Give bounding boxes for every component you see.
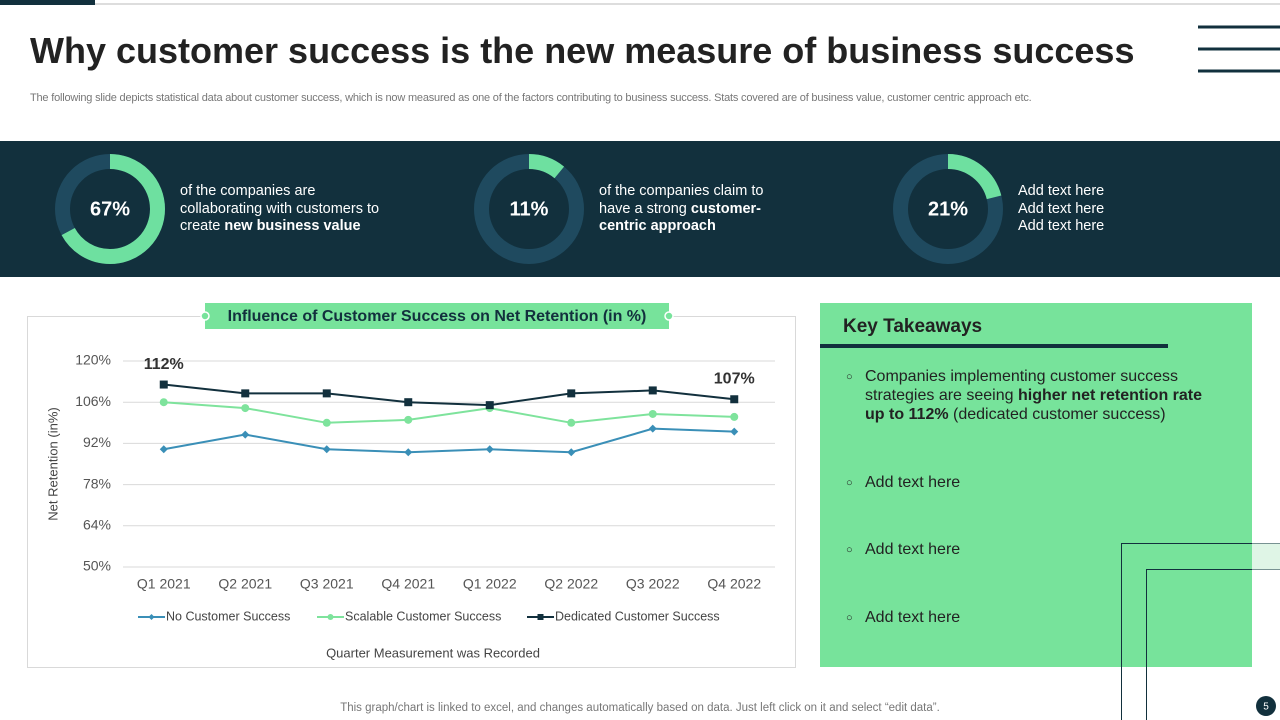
marker <box>159 398 168 407</box>
y-axis-title: Net Retention (in%) <box>45 407 60 520</box>
donut-label: 21% <box>928 198 968 220</box>
marker <box>485 401 494 410</box>
takeaways-panel <box>820 303 1252 667</box>
y-tick-label: 92% <box>83 434 111 450</box>
marker <box>404 448 413 457</box>
takeaways-heading: Key Takeaways <box>843 316 982 337</box>
data-label: 107% <box>714 370 755 387</box>
x-axis-title: Quarter Measurement was Recorded <box>326 645 540 660</box>
x-tick-label: Q1 2021 <box>137 576 191 592</box>
subtitle: The following slide depicts statistical … <box>30 92 1032 104</box>
text-segment: new business value <box>224 217 361 234</box>
top-bar <box>0 0 95 5</box>
stat-text: of the companies claim to have a strong … <box>599 183 774 236</box>
chart-title: Influence of Customer Success on Net Ret… <box>228 308 647 325</box>
takeaway-item: Add text here <box>865 473 1210 492</box>
bullet: ○ <box>846 477 853 489</box>
takeaway-item: Add text here <box>865 608 1210 627</box>
marker <box>327 614 334 620</box>
chart-title-bg <box>205 303 669 329</box>
donut-label: 11% <box>510 198 549 220</box>
x-tick-label: Q3 2021 <box>300 576 354 592</box>
x-tick-label: Q2 2021 <box>218 576 272 592</box>
series-line <box>163 383 735 407</box>
x-tick-label: Q3 2022 <box>626 576 680 592</box>
bullet: ○ <box>846 612 853 624</box>
footer-note: This graph/chart is linked to excel, and… <box>340 702 940 714</box>
marker <box>648 386 657 395</box>
text-segment: Add text here <box>865 474 961 491</box>
marker <box>567 418 576 427</box>
stat-line: Add text here <box>1018 200 1105 217</box>
marker <box>485 445 494 454</box>
legend-label: Scalable Customer Success <box>345 609 501 623</box>
text-segment: of the companies are collaborating with … <box>180 182 380 234</box>
x-tick-label: Q4 2021 <box>381 576 435 592</box>
marker <box>567 448 576 457</box>
marker <box>241 389 250 398</box>
text-segment: customer-centric approach <box>599 200 762 234</box>
y-tick-label: 78% <box>83 475 111 491</box>
marker <box>648 424 657 433</box>
stats-band <box>0 141 1280 277</box>
marker <box>730 412 739 421</box>
donut-arc <box>55 154 165 264</box>
title-dot <box>200 311 210 321</box>
legend-label: Dedicated Customer Success <box>555 609 720 623</box>
takeaway-item: Add text here <box>865 540 1210 559</box>
page-badge <box>1256 696 1276 716</box>
marker <box>241 430 250 439</box>
stat-line: Add text here <box>1018 182 1105 199</box>
marker <box>537 614 544 620</box>
y-tick-label: 120% <box>75 352 111 368</box>
marker <box>322 418 331 427</box>
series-line <box>163 401 735 424</box>
y-tick-label: 50% <box>83 558 111 574</box>
y-tick-label: 106% <box>75 393 111 409</box>
marker <box>159 445 168 454</box>
text-segment: Companies implementing customer success … <box>865 368 1179 404</box>
text-segment: of the companies claim to have a strong <box>599 182 764 217</box>
corner-frames <box>1121 543 1280 720</box>
data-label: 112% <box>144 356 184 373</box>
title: Why customer success is the new measure … <box>30 30 1135 71</box>
donut-label: 67% <box>90 198 130 220</box>
text-segment: Add text here <box>865 541 961 558</box>
marker <box>159 380 168 389</box>
bullet: ○ <box>846 544 853 556</box>
marker <box>241 404 250 413</box>
marker <box>322 445 331 454</box>
x-tick-label: Q1 2022 <box>463 576 517 592</box>
text-segment: higher net retention rate up to 112% <box>865 387 1203 423</box>
corner-fill <box>1252 543 1280 570</box>
marker <box>322 389 331 398</box>
text-segment: Add text here <box>865 609 961 626</box>
x-tick-label: Q2 2022 <box>544 576 598 592</box>
marker <box>648 409 657 418</box>
stat-text: Add text here Add text here Add text here <box>1018 183 1138 236</box>
marker <box>404 415 413 424</box>
legend-label: No Customer Success <box>166 609 290 623</box>
marker <box>404 398 413 407</box>
decor-lines <box>1198 25 1280 73</box>
series-line <box>163 427 735 454</box>
y-tick-label: 64% <box>83 517 111 533</box>
takeaway-item: Companies implementing customer success … <box>865 367 1210 424</box>
title-dot <box>664 311 674 321</box>
marker <box>730 427 739 436</box>
x-tick-label: Q4 2022 <box>707 576 761 592</box>
donut-arc <box>474 154 584 264</box>
text-segment: (dedicated customer success) <box>948 406 1166 423</box>
bullet: ○ <box>846 371 853 383</box>
page-number: 5 <box>1263 702 1269 713</box>
stat-text: of the companies are collaborating with … <box>180 183 390 236</box>
marker <box>148 614 155 620</box>
donut-arc <box>893 154 1003 264</box>
stat-line: Add text here <box>1018 217 1105 234</box>
marker <box>730 395 739 404</box>
marker <box>567 389 576 398</box>
